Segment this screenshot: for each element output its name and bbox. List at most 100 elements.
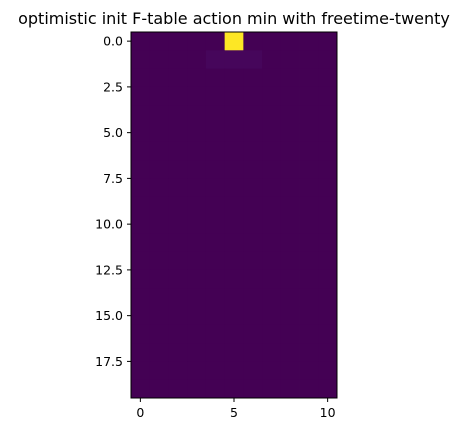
heatmap-cell-r3-c1: [149, 86, 169, 106]
heatmap-cell-r16-c1: [149, 324, 169, 344]
heatmap-cell-r18-c3: [187, 361, 207, 381]
heatmap-cell-r7-c8: [280, 160, 300, 179]
heatmap-cell-r12-c10: [318, 251, 338, 271]
heatmap-cell-r0-c6: [243, 32, 263, 51]
heatmap-cell-r9-c7: [262, 196, 282, 216]
heatmap-cell-r3-c7: [262, 86, 282, 106]
heatmap-cell-r0-c10: [318, 32, 338, 51]
heatmap-cell-r12-c1: [149, 251, 169, 271]
chart-title: optimistic init F-table action min with …: [18, 9, 450, 28]
heatmap-cell-r19-c0: [131, 379, 151, 399]
heatmap-cell-r15-c9: [299, 306, 319, 326]
heatmap-cell-r18-c1: [149, 361, 169, 381]
heatmap-cell-r7-c6: [243, 160, 263, 179]
heatmap-cell-r8-c6: [243, 178, 263, 198]
heatmap-cell-r12-c3: [187, 251, 207, 271]
heatmap-cell-r9-c0: [131, 196, 151, 216]
heatmap-cell-r5-c9: [299, 123, 319, 143]
heatmap-cell-r3-c5: [224, 86, 244, 106]
heatmap-cell-r2-c3: [187, 68, 207, 88]
heatmap-cell-r10-c7: [262, 215, 282, 234]
heatmap-cell-r3-c9: [299, 86, 319, 106]
heatmap-cell-r13-c5: [224, 269, 244, 289]
heatmap-cell-r4-c1: [149, 105, 169, 124]
heatmap-cell-r9-c9: [299, 196, 319, 216]
heatmap-cell-r7-c2: [168, 160, 188, 179]
heatmap-cell-r18-c8: [280, 361, 300, 381]
heatmap-cell-r3-c3: [187, 86, 207, 106]
heatmap-cell-r17-c4: [205, 343, 226, 362]
heatmap-cell-r15-c2: [168, 306, 188, 326]
heatmap-cell-r8-c3: [187, 178, 207, 198]
heatmap-cell-r19-c10: [318, 379, 338, 399]
heatmap-cell-r19-c9: [299, 379, 319, 399]
x-axis: 0 5 10: [136, 398, 336, 420]
heatmap-cell-r6-c0: [131, 141, 151, 161]
heatmap-cell-r17-c8: [280, 343, 300, 362]
heatmap-cell-r8-c8: [280, 178, 300, 198]
heatmap-cell-r3-c4: [205, 86, 226, 106]
heatmap-cell-r6-c7: [262, 141, 282, 161]
heatmap-cell-r18-c6: [243, 361, 263, 381]
heatmap-cell-r2-c8: [280, 68, 300, 88]
heatmap-cell-r18-c0: [131, 361, 151, 381]
heatmap-cell-r6-c1: [149, 141, 169, 161]
heatmap-cell-r16-c6: [243, 324, 263, 344]
heatmap-cell-r7-c10: [318, 160, 338, 179]
heatmap-cell-r14-c7: [262, 288, 282, 307]
heatmap-cell-r7-c9: [299, 160, 319, 179]
heatmap-cell-r10-c8: [280, 215, 300, 234]
heatmap-cell-r1-c4: [205, 50, 226, 69]
heatmap-cell-r7-c1: [149, 160, 169, 179]
heatmap-cell-r10-c9: [299, 215, 319, 234]
y-tick-label: 12.5: [95, 262, 123, 277]
heatmap-cell-r12-c4: [205, 251, 226, 271]
heatmap-cell-r0-c8: [280, 32, 300, 51]
heatmap-cell-r16-c4: [205, 324, 226, 344]
heatmap-cell-r19-c5: [224, 379, 244, 399]
heatmap-cell-r4-c0: [131, 105, 151, 124]
heatmap-cell-r18-c2: [168, 361, 188, 381]
heatmap-cell-r4-c2: [168, 105, 188, 124]
heatmap-cell-r11-c4: [205, 233, 226, 252]
heatmap-cell-r10-c10: [318, 215, 338, 234]
heatmap-cell-r6-c2: [168, 141, 188, 161]
heatmap-cell-r10-c1: [149, 215, 169, 234]
heatmap-cell-r8-c9: [299, 178, 319, 198]
heatmap-cell-r4-c8: [280, 105, 300, 124]
heatmap-cell-r14-c0: [131, 288, 151, 307]
heatmap-cell-r4-c6: [243, 105, 263, 124]
x-tick-label: 0: [136, 405, 144, 420]
heatmap-cell-r2-c9: [299, 68, 319, 88]
heatmap-cell-r17-c0: [131, 343, 151, 362]
heatmap-cell-r0-c0: [131, 32, 151, 51]
heatmap-cell-r2-c4: [205, 68, 226, 88]
heatmap-cell-r5-c2: [168, 123, 188, 143]
heatmap-cell-r12-c5: [224, 251, 244, 271]
heatmap-cell-r15-c3: [187, 306, 207, 326]
heatmap-cell-r5-c1: [149, 123, 169, 143]
heatmap-cell-r7-c5: [224, 160, 244, 179]
heatmap-cell-r4-c9: [299, 105, 319, 124]
heatmap-cell-r16-c8: [280, 324, 300, 344]
heatmap-cell-r5-c0: [131, 123, 151, 143]
heatmap-cell-r13-c3: [187, 269, 207, 289]
heatmap-cell-r16-c5: [224, 324, 244, 344]
heatmap-cell-r13-c0: [131, 269, 151, 289]
heatmap-cell-r9-c4: [205, 196, 226, 216]
heatmap-cell-r5-c8: [280, 123, 300, 143]
heatmap-cell-r10-c6: [243, 215, 263, 234]
heatmap-cell-r11-c5: [224, 233, 244, 252]
heatmap-cell-r9-c10: [318, 196, 338, 216]
heatmap-cell-r1-c2: [168, 50, 188, 69]
heatmap-cell-r7-c3: [187, 160, 207, 179]
heatmap-cell-r5-c10: [318, 123, 338, 143]
heatmap-cell-r0-c9: [299, 32, 319, 51]
heatmap-cell-r5-c6: [243, 123, 263, 143]
heatmap-cell-r1-c0: [131, 50, 151, 69]
heatmap-cell-r1-c3: [187, 50, 207, 69]
heatmap-cell-r0-c7: [262, 32, 282, 51]
heatmap-cell-r7-c0: [131, 160, 151, 179]
heatmap-cell-r12-c7: [262, 251, 282, 271]
